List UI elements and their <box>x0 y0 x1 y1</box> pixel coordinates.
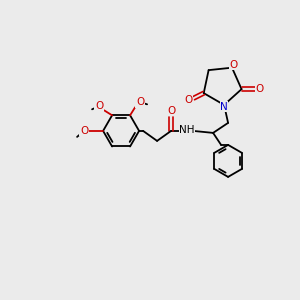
Text: O: O <box>136 97 144 107</box>
Text: O: O <box>255 84 264 94</box>
Text: N: N <box>220 102 228 112</box>
Text: O: O <box>167 106 175 116</box>
Text: NH: NH <box>179 125 195 135</box>
Text: O: O <box>230 60 238 70</box>
Text: O: O <box>80 126 88 136</box>
Text: O: O <box>95 101 103 111</box>
Text: O: O <box>184 95 193 105</box>
